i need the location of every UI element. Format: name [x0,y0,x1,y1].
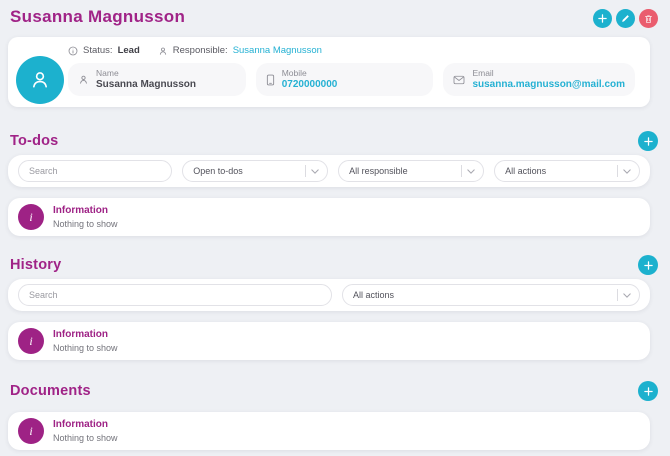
chevron-down-icon [311,168,319,174]
documents-section-header: Documents [10,381,658,401]
add-todo-button[interactable] [638,131,658,151]
responsible-label: Responsible: [172,45,228,56]
contact-card: Status: Lead Responsible: Susanna Magnus… [8,37,650,107]
plus-icon [643,136,653,146]
empty-title: Information [53,329,108,341]
select-value: All actions [505,166,547,176]
page-header: Susanna Magnusson [0,0,670,28]
field-label: Name [96,67,119,78]
mobile-link[interactable]: 0720000000 [281,78,338,90]
phone-icon [266,74,275,86]
history-actions-select[interactable]: All actions [341,284,640,306]
documents-empty-state: i Information Nothing to show [8,412,650,450]
email-link[interactable]: susanna.magnusson@mail.com [472,78,626,90]
field-email: Email susanna.magnusson@mail.com [443,63,636,96]
status-value: Lead [117,45,140,56]
documents-title: Documents [10,383,91,399]
history-section-header: History [10,255,658,275]
page-title: Susanna Magnusson [10,7,186,26]
contact-fields: Name Susanna Magnusson Mobile 0720000000… [68,63,636,96]
todos-filter-bar: Open to-dos All responsible All actions [8,155,650,187]
info-icon [68,46,78,56]
pencil-icon [621,14,630,23]
empty-title: Information [53,205,108,217]
person-icon [27,67,53,93]
history-search-input[interactable] [18,284,332,306]
empty-message: Nothing to show [53,432,118,443]
information-icon: i [18,204,44,230]
todos-status-select[interactable]: Open to-dos [182,160,329,182]
add-history-button[interactable] [638,255,658,275]
edit-button[interactable] [616,9,635,28]
todos-title: To-dos [10,133,59,149]
field-value: Susanna Magnusson [96,78,197,90]
empty-title: Information [53,419,108,431]
plus-icon [643,386,653,396]
person-small-icon [158,46,168,56]
chevron-down-icon [623,292,631,298]
person-icon [78,74,89,85]
select-value: All responsible [349,166,408,176]
trash-icon [644,14,653,24]
field-name: Name Susanna Magnusson [68,63,246,96]
select-value: All actions [352,290,394,300]
delete-button[interactable] [639,9,658,28]
history-empty-state: i Information Nothing to show [8,322,650,360]
envelope-icon [453,75,465,85]
select-value: Open to-dos [193,166,243,176]
chevron-down-icon [467,168,475,174]
todos-responsible-select[interactable]: All responsible [338,160,485,182]
history-filter-bar: All actions [8,279,650,311]
empty-message: Nothing to show [53,342,118,353]
header-actions [593,9,658,28]
todos-empty-state: i Information Nothing to show [8,198,650,236]
information-icon: i [18,418,44,444]
field-label: Email [472,67,494,78]
information-icon: i [18,328,44,354]
plus-icon [598,14,607,23]
plus-icon [643,260,653,270]
avatar [16,56,64,104]
status-label: Status: [83,45,113,56]
todos-search-input[interactable] [18,160,173,182]
add-document-button[interactable] [638,381,658,401]
responsible-link[interactable]: Susanna Magnusson [232,45,322,56]
todos-actions-select[interactable]: All actions [494,160,640,182]
todos-section-header: To-dos [10,131,658,151]
empty-message: Nothing to show [53,218,118,229]
chevron-down-icon [623,168,631,174]
history-title: History [10,257,62,273]
add-button[interactable] [593,9,612,28]
field-mobile: Mobile 0720000000 [255,63,434,96]
status-row: Status: Lead Responsible: Susanna Magnus… [68,45,635,56]
field-label: Mobile [281,67,307,78]
